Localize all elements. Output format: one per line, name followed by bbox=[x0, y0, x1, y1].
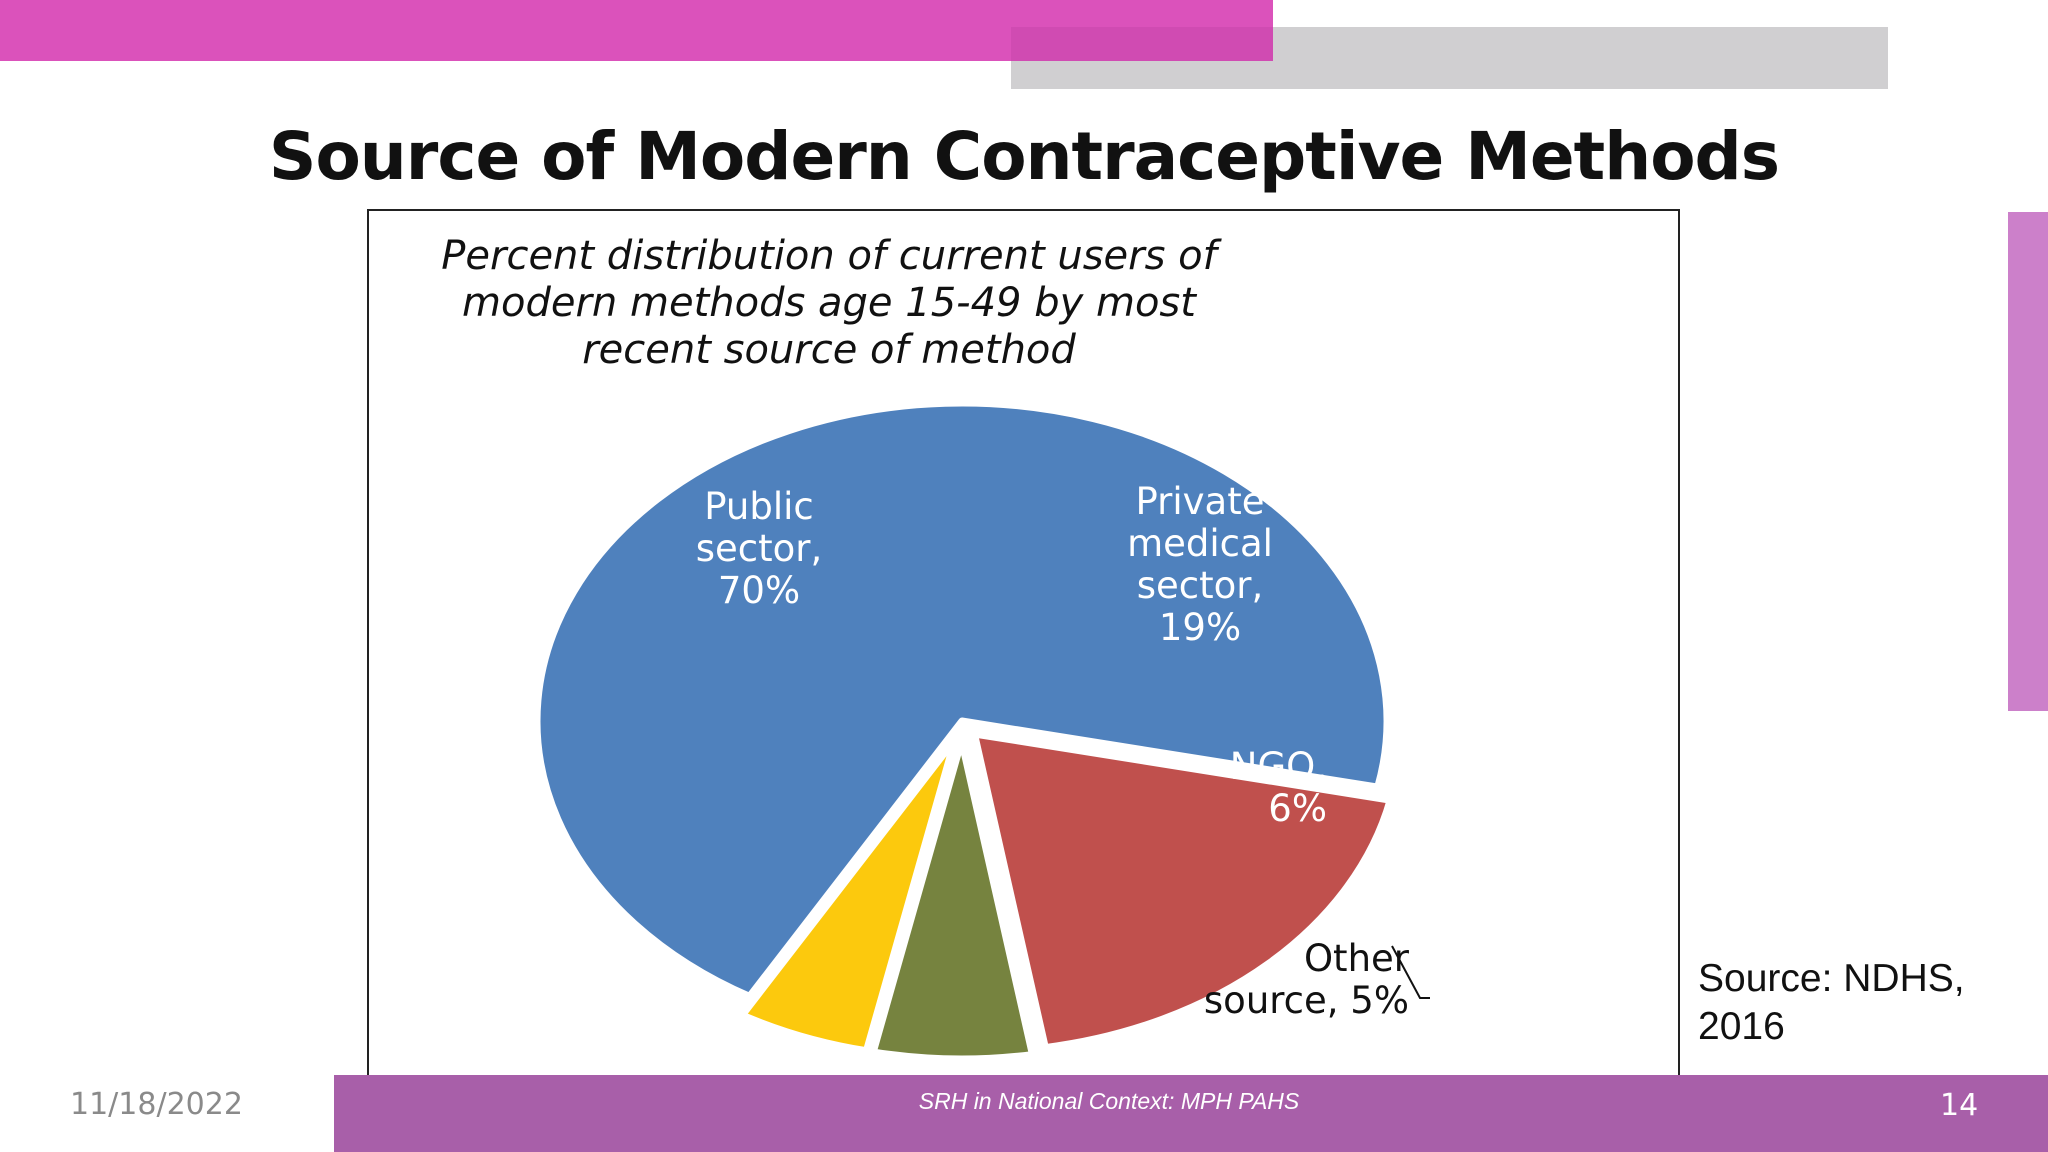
chart-frame: Percent distribution of current users of… bbox=[367, 209, 1680, 1078]
pie-slice-1 bbox=[970, 730, 1394, 1052]
pie-slice-3 bbox=[738, 736, 959, 1055]
slide-title: Source of Modern Contraceptive Methods bbox=[268, 118, 1780, 195]
footer-date: 11/18/2022 bbox=[70, 1087, 243, 1122]
footer-bar bbox=[334, 1075, 2048, 1152]
slice-label-1: Private medical sector, 19% bbox=[1127, 480, 1273, 649]
pie-slice-2 bbox=[869, 737, 1036, 1063]
slice-label-3: Other source, 5% bbox=[1204, 937, 1410, 1022]
other-source-leader-line bbox=[1391, 945, 1430, 999]
slice-label-2: NGO, 6% bbox=[1230, 745, 1327, 830]
chart-title: Percent distribution of current users of… bbox=[441, 233, 1217, 373]
top-bar-overlap bbox=[1011, 27, 1273, 61]
page-number: 14 bbox=[1940, 1088, 1979, 1123]
pie-slice-0 bbox=[533, 399, 1391, 1000]
right-accent-bar bbox=[2008, 212, 2048, 711]
slice-label-0: Public sector, 70% bbox=[696, 485, 823, 612]
source-note: Source: NDHS, 2016 bbox=[1698, 957, 1965, 1048]
pie-chart: Public sector, 70% Private medical sector, 19%… bbox=[533, 399, 1430, 1063]
footer-title: SRH in National Context: MPH PAHS bbox=[918, 1088, 1300, 1114]
